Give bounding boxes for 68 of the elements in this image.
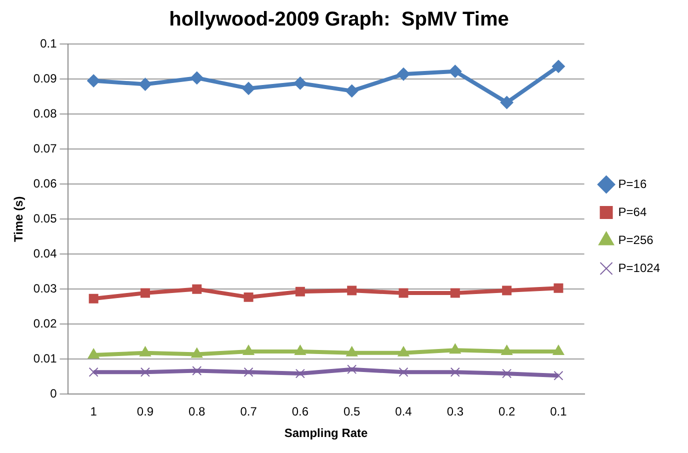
point bbox=[398, 346, 410, 356]
legend-label: P=256 bbox=[618, 232, 654, 247]
point bbox=[88, 367, 98, 377]
point bbox=[398, 367, 408, 377]
x-tick-label: 0.7 bbox=[240, 404, 258, 419]
point bbox=[190, 71, 204, 84]
x-tick-label: 0.6 bbox=[292, 404, 309, 419]
point bbox=[294, 344, 306, 355]
y-tick-label: 0.03 bbox=[33, 281, 58, 296]
legend-label: P=64 bbox=[618, 204, 647, 219]
point bbox=[450, 367, 460, 377]
point bbox=[552, 344, 564, 355]
point bbox=[140, 288, 150, 298]
x-tick-label: 0.9 bbox=[136, 404, 154, 419]
x-tick-label: 0.5 bbox=[344, 404, 361, 419]
y-tick-label: 0.04 bbox=[33, 246, 58, 260]
point bbox=[88, 348, 100, 358]
point bbox=[295, 286, 305, 296]
point bbox=[294, 76, 307, 90]
point bbox=[501, 344, 513, 355]
point bbox=[87, 74, 100, 88]
y-tick-label: 0.07 bbox=[33, 141, 58, 156]
point bbox=[450, 288, 460, 298]
x-tick-label: 0.2 bbox=[498, 404, 516, 419]
point bbox=[347, 364, 357, 374]
point bbox=[242, 344, 254, 355]
point bbox=[345, 84, 358, 98]
point bbox=[138, 78, 152, 91]
x-tick-label: 0.4 bbox=[395, 404, 412, 419]
point bbox=[449, 344, 461, 354]
point bbox=[242, 82, 256, 95]
point bbox=[88, 294, 98, 304]
y-tick-label: 0.06 bbox=[33, 176, 58, 190]
y-tick-label: 0.1 bbox=[40, 36, 58, 50]
y-tick-label: 0.02 bbox=[33, 316, 58, 330]
point bbox=[502, 368, 512, 378]
y-tick-label: 0.09 bbox=[33, 71, 58, 86]
x-axis-title: Sampling Rate bbox=[284, 426, 368, 440]
y-tick-label: 0.05 bbox=[33, 211, 58, 226]
point bbox=[554, 370, 564, 380]
x-tick-label: 0.1 bbox=[550, 404, 568, 419]
point bbox=[140, 346, 151, 356]
x-tick-label: 0.8 bbox=[188, 404, 206, 419]
point bbox=[448, 64, 462, 78]
point bbox=[346, 346, 358, 356]
legend-label: P=16 bbox=[618, 176, 647, 191]
point bbox=[552, 60, 565, 73]
y-tick-label: 0 bbox=[50, 386, 58, 401]
point bbox=[192, 284, 202, 294]
point bbox=[500, 96, 514, 109]
chart-title: hollywood-2009 Graph: SpMV Time bbox=[169, 8, 509, 31]
point bbox=[244, 367, 254, 377]
point bbox=[347, 286, 357, 296]
point bbox=[502, 286, 512, 296]
point bbox=[244, 292, 254, 302]
point bbox=[191, 348, 203, 358]
y-tick-label: 0.08 bbox=[33, 106, 58, 120]
point bbox=[554, 283, 564, 293]
point bbox=[397, 68, 410, 81]
point bbox=[192, 366, 202, 376]
legend-label: P=1024 bbox=[618, 260, 660, 275]
y-tick-label: 0.01 bbox=[33, 351, 58, 366]
y-axis-title: Time (s) bbox=[12, 196, 26, 242]
x-tick-label: 0.3 bbox=[446, 404, 464, 419]
point bbox=[140, 367, 150, 377]
x-tick-label: 1 bbox=[90, 404, 98, 419]
point bbox=[295, 368, 305, 378]
point bbox=[398, 288, 408, 298]
